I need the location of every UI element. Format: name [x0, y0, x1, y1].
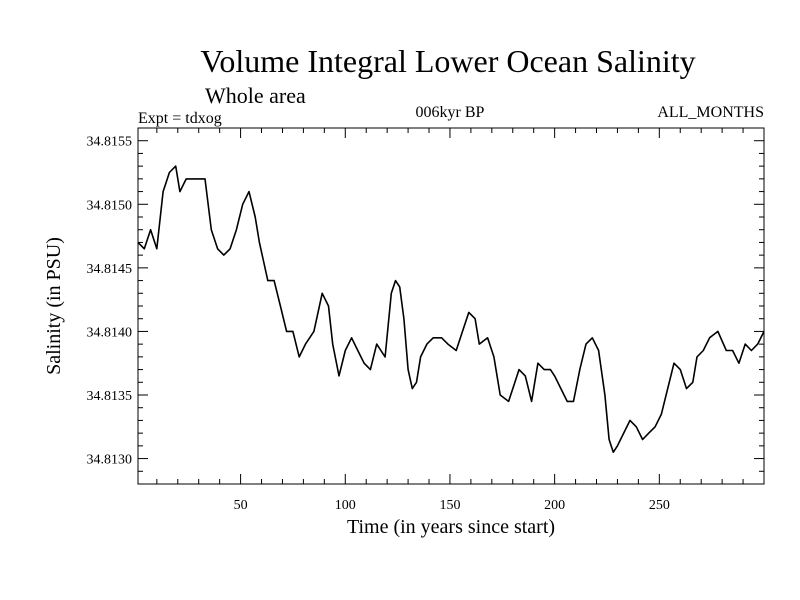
y-axis-label: Salinity (in PSU): [43, 237, 65, 375]
experiment-label: Expt = tdxog: [138, 110, 222, 127]
plot-frame: [137, 127, 765, 485]
x-tick-labels: 50 100 150 200 250: [234, 498, 670, 513]
period-label: 006kyr BP: [416, 104, 485, 121]
y-tick-labels: 34.8130 34.8135 34.8140 34.8145 34.8150 34.81…: [87, 135, 133, 468]
x-tick-label: 250: [649, 498, 670, 513]
chart-subtitle: Whole area: [205, 83, 306, 108]
x-tick-label: 50: [234, 498, 248, 513]
x-tick-label: 150: [439, 498, 460, 513]
x-axis-label: Time (in years since start): [347, 516, 555, 538]
y-tick-label: 34.8145: [87, 262, 133, 277]
y-tick-label: 34.8135: [87, 389, 133, 404]
y-tick-label: 34.8155: [87, 135, 133, 150]
chart-title: Volume Integral Lower Ocean Salinity: [200, 43, 695, 79]
y-tick-label: 34.8150: [87, 198, 133, 213]
months-label: ALL_MONTHS: [657, 104, 764, 121]
axis-ticks: [138, 128, 764, 484]
salinity-series-line: [137, 165, 765, 453]
x-tick-label: 100: [335, 498, 356, 513]
x-tick-label: 200: [544, 498, 565, 513]
y-tick-label: 34.8130: [87, 453, 133, 468]
y-tick-label: 34.8140: [87, 325, 133, 340]
